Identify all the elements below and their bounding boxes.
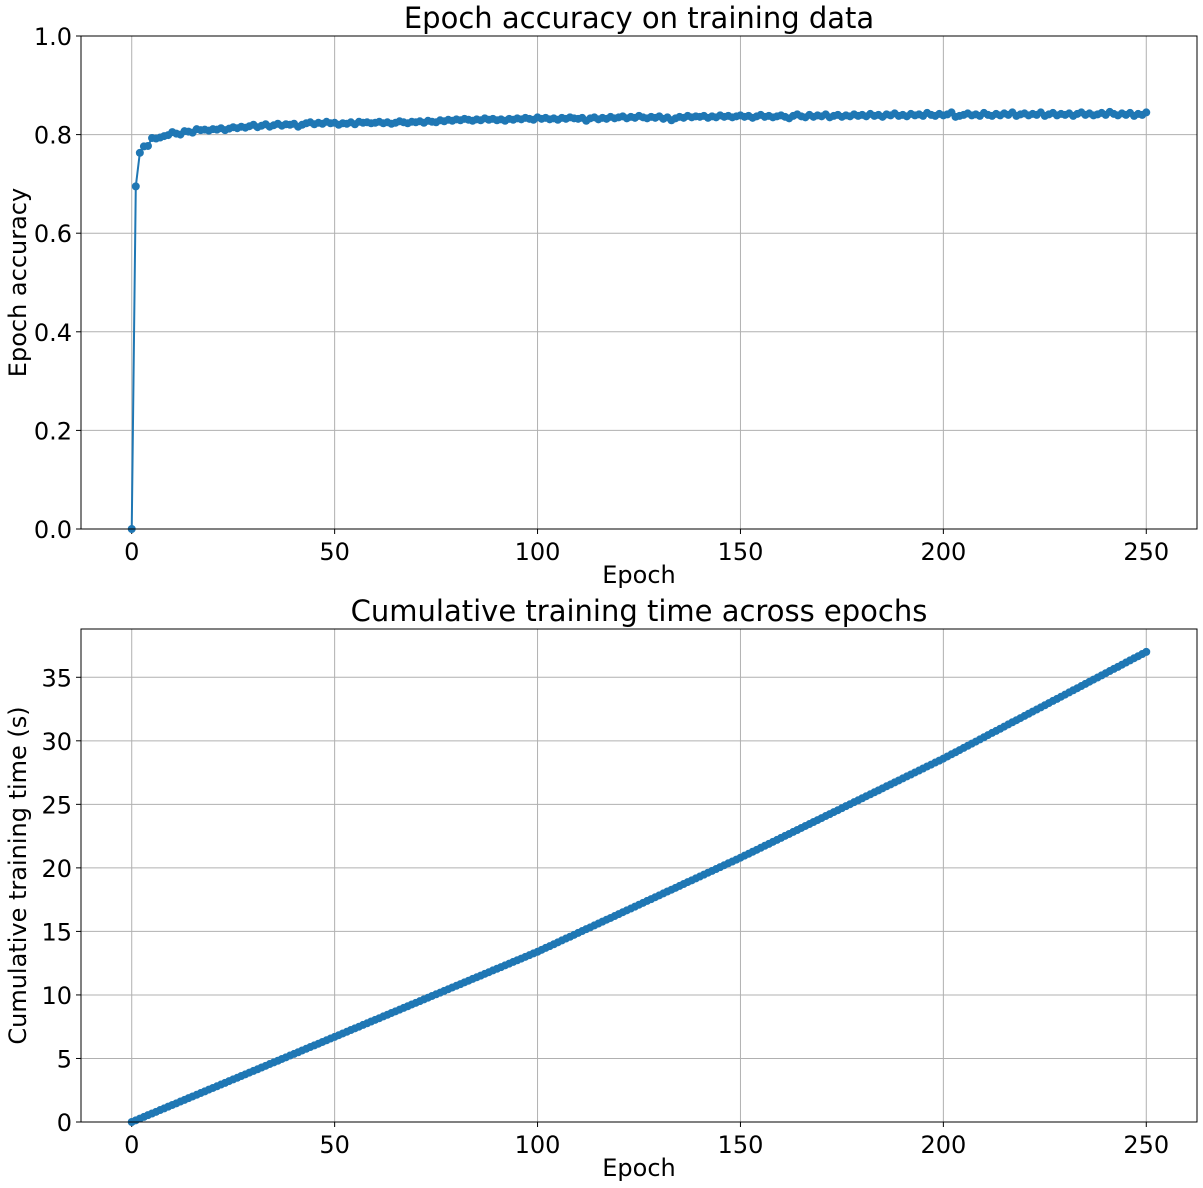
y-tick-label: 10 [41,982,72,1010]
y-tick-label: 35 [41,664,72,692]
y-tick-label: 1.0 [34,23,72,51]
y-tick-label: 0.8 [34,122,72,150]
x-tick-label: 150 [718,538,764,566]
x-tick-label: 50 [319,1131,350,1159]
y-tick-label: 30 [41,728,72,756]
axes-frame [80,628,1198,1123]
y-axis-label: Cumulative training time (s) [4,706,32,1044]
plot-area [81,629,1197,1122]
x-axis-label: Epoch [602,1154,676,1182]
x-tick-label: 200 [920,538,966,566]
x-tick-label: 100 [515,538,561,566]
plot-area [81,36,1197,529]
x-tick-label: 250 [1123,538,1169,566]
x-tick-label: 150 [718,1131,764,1159]
y-tick-label: 0.4 [34,319,72,347]
y-tick-label: 0.0 [34,516,72,544]
x-axis-label: Epoch [602,561,676,589]
data-point [143,141,152,150]
x-tick-label: 250 [1123,1131,1169,1159]
chart-title: Cumulative training time across epochs [351,594,928,628]
y-tick-label: 0.2 [34,417,72,445]
y-tick-label: 20 [41,855,72,883]
x-tick-label: 0 [124,538,139,566]
axes-frame [80,35,1198,530]
y-tick-label: 25 [41,791,72,819]
series-group [127,647,1151,1126]
subplot: 0 50 100 150 200 250 0.0 0.2 0.4 0.6 0.8 1.0 Epoch a… [4,1,1198,589]
x-tick-label: 50 [319,538,350,566]
y-tick-label: 0.6 [34,220,72,248]
subplot: 0 50 100 150 200 250 0 5 10 15 20 25 30 35 Cumulative … [4,594,1198,1182]
data-point [1142,647,1151,656]
y-tick-label: 0 [57,1109,72,1137]
data-point [1142,108,1151,117]
y-tick-label: 15 [41,918,72,946]
x-tick-label: 100 [515,1131,561,1159]
y-tick-label: 5 [57,1045,72,1073]
x-tick-label: 0 [124,1131,139,1159]
data-point [131,182,140,191]
series-group [127,107,1151,533]
chart-title: Epoch accuracy on training data [404,1,874,35]
x-tick-label: 200 [920,1131,966,1159]
y-axis-label: Epoch accuracy [4,188,32,377]
data-point [135,148,144,157]
